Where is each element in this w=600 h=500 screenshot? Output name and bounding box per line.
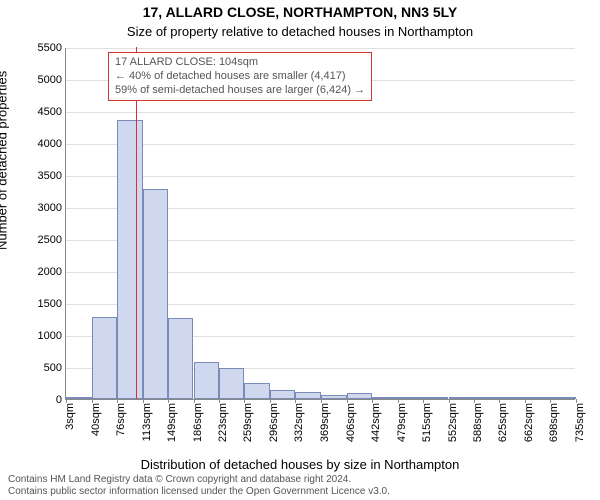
histogram-plot: 0500100015002000250030003500400045005000… [65,48,575,400]
histogram-bar [117,120,143,399]
x-tick-label: 662sqm [523,403,535,442]
callout-line-3: 59% of semi-detached houses are larger (… [115,84,365,98]
x-tick-label: 223sqm [217,403,229,442]
x-tick-label: 588sqm [472,403,484,442]
y-tick-label: 3000 [38,202,66,214]
y-tick-label: 4500 [38,106,66,118]
x-tick-label: 3sqm [64,403,76,430]
x-tick-label: 552sqm [447,403,459,442]
x-tick-label: 76sqm [115,403,127,436]
histogram-bar [321,395,347,399]
page-title: 17, ALLARD CLOSE, NORTHAMPTON, NN3 5LY [0,4,600,20]
x-axis-label: Distribution of detached houses by size … [0,457,600,472]
histogram-bar [270,390,295,399]
x-tick-label: 259sqm [242,403,254,442]
footnote: Contains HM Land Registry data © Crown c… [8,474,592,498]
histogram-bar [347,393,372,399]
y-tick-label: 500 [44,362,66,374]
x-tick-label: 735sqm [574,403,586,442]
y-tick-label: 2500 [38,234,66,246]
x-tick-label: 442sqm [370,403,382,442]
x-tick-label: 515sqm [421,403,433,442]
y-tick-label: 5000 [38,74,66,86]
gridline [66,48,575,49]
page-subtitle: Size of property relative to detached ho… [0,24,600,39]
y-tick-label: 5500 [38,42,66,54]
x-tick-label: 369sqm [319,403,331,442]
y-tick-label: 2000 [38,266,66,278]
callout-box: 17 ALLARD CLOSE: 104sqm ← 40% of detache… [108,52,372,101]
histogram-bar [398,397,423,399]
y-tick-label: 1000 [38,330,66,342]
histogram-bar [550,397,576,399]
histogram-bar [66,397,92,399]
histogram-bar [423,397,449,399]
histogram-bar [474,397,500,399]
histogram-bar [499,397,525,399]
x-tick-label: 406sqm [345,403,357,442]
x-tick-label: 149sqm [166,403,178,442]
histogram-bar [244,383,270,399]
y-axis-label: Number of detached properties [0,71,10,250]
y-tick-label: 3500 [38,170,66,182]
footnote-line-2: Contains public sector information licen… [8,486,592,498]
gridline [66,112,575,113]
y-tick-label: 1500 [38,298,66,310]
histogram-bar [295,392,321,399]
histogram-bar [372,397,398,399]
x-tick-label: 40sqm [90,403,102,436]
histogram-bar [194,362,220,399]
callout-line-1: 17 ALLARD CLOSE: 104sqm [115,56,365,70]
histogram-bar [449,397,474,399]
histogram-bar [143,189,168,399]
x-tick-label: 698sqm [548,403,560,442]
callout-line-2: ← 40% of detached houses are smaller (4,… [115,70,365,84]
x-tick-label: 625sqm [497,403,509,442]
histogram-bar [168,318,194,399]
x-tick-label: 332sqm [293,403,305,442]
x-tick-label: 113sqm [141,403,153,441]
x-tick-label: 296sqm [268,403,280,442]
histogram-bar [525,397,550,399]
y-tick-label: 4000 [38,138,66,150]
footnote-line-1: Contains HM Land Registry data © Crown c… [8,474,592,486]
histogram-bar [219,368,244,399]
x-tick-label: 186sqm [192,403,204,442]
histogram-bar [92,317,117,399]
x-tick-label: 479sqm [396,403,408,442]
